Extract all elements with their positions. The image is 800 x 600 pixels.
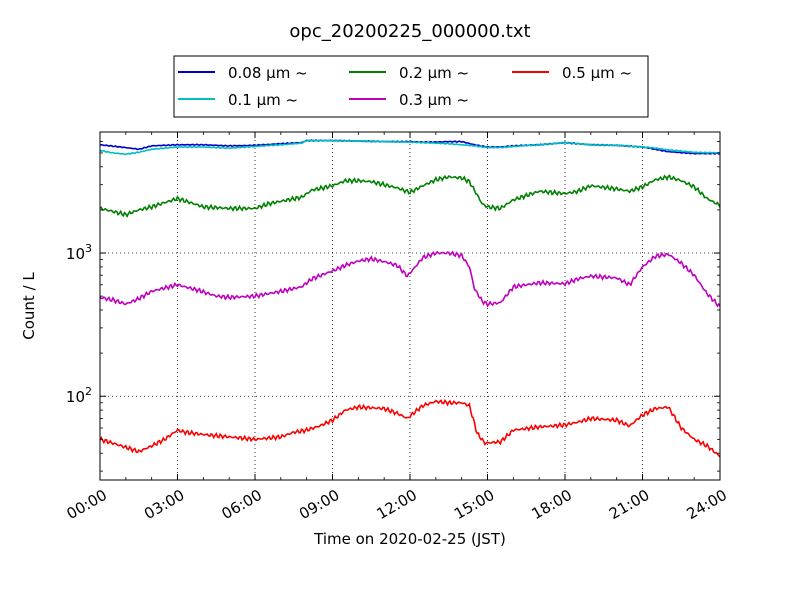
grid xyxy=(100,132,720,480)
x-tick-label: 09:00 xyxy=(296,486,342,523)
legend-label: 0.1 μm ~ xyxy=(228,91,298,109)
x-axis-label: Time on 2020-02-25 (JST) xyxy=(313,530,506,548)
legend-label: 0.5 μm ~ xyxy=(562,64,632,82)
x-tick-label: 15:00 xyxy=(451,486,497,523)
y-tick-label: 103 xyxy=(66,242,92,263)
legend-label: 0.08 μm ~ xyxy=(228,64,308,82)
x-tick-label: 21:00 xyxy=(606,486,652,523)
legend-label: 0.3 μm ~ xyxy=(399,91,469,109)
x-tick-label: 00:00 xyxy=(64,486,110,523)
chart-title: opc_20200225_000000.txt xyxy=(289,21,530,42)
x-tick-label: 12:00 xyxy=(374,486,420,523)
series-line xyxy=(99,174,721,219)
x-tick-label: 24:00 xyxy=(684,486,730,523)
x-tick-label: 06:00 xyxy=(219,486,265,523)
y-tick-label: 102 xyxy=(66,385,92,406)
plot-frame xyxy=(99,131,721,481)
y-axis-label: Count / L xyxy=(20,272,38,340)
series-line xyxy=(99,398,721,458)
x-tick-label: 03:00 xyxy=(141,486,187,523)
legend: 0.08 μm ~ 0.1 μm ~ 0.2 μm ~ 0.3 μm ~ 0.5 μm … xyxy=(173,55,649,118)
plot-lines xyxy=(99,139,721,458)
legend-label: 0.2 μm ~ xyxy=(399,64,469,82)
series-line xyxy=(99,250,721,308)
x-tick-label: 18:00 xyxy=(529,486,575,523)
legend-frame xyxy=(173,55,649,118)
series-line xyxy=(99,139,721,156)
